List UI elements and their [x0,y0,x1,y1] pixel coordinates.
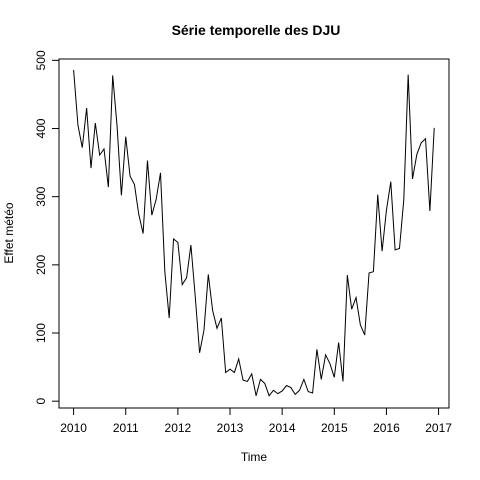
y-tick-label: 200 [34,255,48,275]
x-tick-label: 2011 [113,421,139,435]
y-tick-label: 300 [34,186,48,206]
chart-title: Série temporelle des DJU [172,22,341,38]
x-tick-label: 2012 [165,421,192,435]
y-axis: 0 100 200 300 400 500 [34,50,60,405]
x-tick-label: 2013 [217,421,244,435]
x-axis-label: Time [241,450,268,464]
y-axis-label: Effet météo [2,202,16,263]
y-tick-label: 400 [34,118,48,138]
x-tick-label: 2015 [321,421,348,435]
x-tick-label: 2014 [269,421,296,435]
y-tick-label: 500 [34,50,48,70]
y-tick-label: 100 [34,323,48,343]
x-tick-label: 2016 [373,421,400,435]
y-tick-label: 0 [34,398,48,405]
x-tick-label: 2017 [425,421,452,435]
plot-frame [58,58,450,409]
series-line [73,69,435,397]
x-tick-label: 2010 [60,421,87,435]
x-axis: 2010 2011 2012 2013 2014 2015 2016 2017 [60,407,452,435]
